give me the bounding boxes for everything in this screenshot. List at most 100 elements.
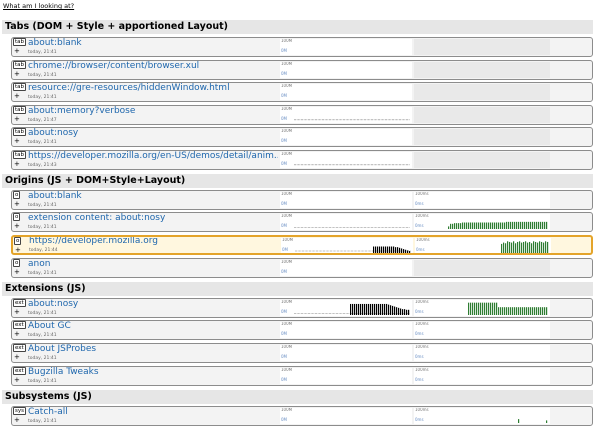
expand-icon[interactable]: + bbox=[14, 70, 20, 78]
process-name-link[interactable]: resource://gre-resources/hiddenWindow.ht… bbox=[28, 83, 230, 93]
expand-icon[interactable]: + bbox=[14, 330, 20, 338]
cpu-bar bbox=[516, 307, 518, 315]
mem-max-label: 100M bbox=[281, 260, 293, 264]
expand-icon[interactable]: + bbox=[14, 115, 20, 123]
mem-sparkline bbox=[280, 260, 412, 276]
mem-bar bbox=[380, 303, 382, 315]
process-name-link[interactable]: about:memory?verbose bbox=[28, 106, 136, 116]
process-name-link[interactable]: about:nosy bbox=[28, 128, 79, 138]
process-row[interactable]: sys + Catch-all today, 21:41 100M 0M 100ms 0ms bbox=[11, 406, 593, 426]
process-row[interactable]: o + about:blank today, 21:41 100M 0M 100ms 0ms bbox=[11, 190, 593, 210]
mem-bar bbox=[382, 303, 384, 315]
process-row[interactable]: tab + resource://gre-resources/hiddenWindo… bbox=[11, 82, 593, 102]
type-badge: sys bbox=[13, 407, 26, 415]
cpu-max-label: 100ms bbox=[416, 238, 430, 242]
process-name-link[interactable]: extension content: about:nosy bbox=[28, 213, 166, 223]
process-name-link[interactable]: https://developer.mozilla.org bbox=[29, 236, 159, 246]
process-row[interactable]: o + anon today, 21:41 100M 0M bbox=[11, 258, 593, 278]
expand-icon[interactable]: + bbox=[14, 268, 20, 276]
expand-icon[interactable]: + bbox=[15, 246, 21, 254]
mem-graph: 100M 0M bbox=[280, 62, 412, 78]
mem-bar bbox=[402, 309, 404, 315]
expand-icon[interactable]: + bbox=[14, 160, 20, 168]
type-badge: o bbox=[13, 191, 21, 199]
cpu-graph: 100ms 0ms bbox=[414, 322, 550, 338]
expand-icon[interactable]: + bbox=[14, 353, 20, 361]
process-name-link[interactable]: anon bbox=[28, 259, 51, 269]
cpu-bar bbox=[514, 307, 516, 315]
mem-bar bbox=[407, 250, 409, 253]
process-row[interactable]: tab + https://developer.mozilla.org/en-US/… bbox=[11, 150, 593, 170]
cpu-bar bbox=[486, 222, 488, 229]
cpu-bar bbox=[518, 419, 520, 423]
cpu-bar bbox=[522, 307, 524, 315]
timestamp: today, 21:47 bbox=[28, 118, 57, 123]
mem-min-label: 0M bbox=[281, 161, 287, 166]
cpu-bar bbox=[507, 241, 509, 253]
process-row[interactable]: tab + about:memory?verbose today, 21:47 100M… bbox=[11, 105, 593, 125]
mem-bar bbox=[364, 303, 366, 315]
process-row[interactable]: ext + Bugzilla Tweaks today, 21:41 100M 0M 100… bbox=[11, 366, 593, 386]
cpu-bar bbox=[506, 221, 508, 229]
mem-sparkline bbox=[280, 368, 412, 384]
process-name-link[interactable]: About GC bbox=[28, 321, 71, 331]
expand-icon[interactable]: + bbox=[14, 308, 20, 316]
process-name-link[interactable]: Catch-all bbox=[28, 407, 68, 417]
process-row[interactable]: o + extension content: about:nosy today, 21… bbox=[11, 212, 593, 232]
process-name-link[interactable]: about:nosy bbox=[28, 299, 79, 309]
expand-icon[interactable]: + bbox=[14, 222, 20, 230]
process-name-link[interactable]: about:blank bbox=[28, 191, 82, 201]
section-header-subsystems: Subsystems (JS) bbox=[2, 390, 593, 404]
mem-graph: 100M 0M bbox=[280, 368, 412, 384]
expand-icon[interactable]: + bbox=[14, 376, 20, 384]
process-row[interactable]: ext + about:nosy today, 21:41 100M 0M 100ms 0ms bbox=[11, 298, 593, 318]
process-name-link[interactable]: about:blank bbox=[28, 38, 82, 48]
cpu-bar bbox=[505, 243, 507, 253]
process-row[interactable]: ext + About GC today, 21:41 100M 0M 100ms 0ms bbox=[11, 320, 593, 340]
cpu-bar bbox=[503, 242, 505, 253]
cpu-bar bbox=[490, 302, 492, 315]
process-name-link[interactable]: chrome://browser/content/browser.xul bbox=[28, 61, 200, 71]
process-row[interactable]: tab + about:blank today, 21:41 100M 0M bbox=[11, 37, 593, 57]
cpu-bar bbox=[502, 222, 504, 229]
timestamp: today, 21:41 bbox=[28, 333, 57, 338]
cpu-bar bbox=[454, 223, 456, 229]
cpu-bar bbox=[468, 222, 470, 229]
expand-icon[interactable]: + bbox=[14, 92, 20, 100]
mem-bar bbox=[391, 246, 393, 253]
cpu-bar bbox=[474, 302, 476, 315]
mem-sparkline bbox=[280, 129, 412, 145]
process-row[interactable]: tab + chrome://browser/content/browser.xul… bbox=[11, 60, 593, 80]
mem-sparkline bbox=[280, 39, 412, 55]
type-badge: tab bbox=[13, 106, 27, 114]
mem-bar bbox=[376, 303, 378, 315]
cpu-graph: 100ms 0ms bbox=[415, 238, 551, 253]
mem-min-label: 0M bbox=[282, 247, 288, 252]
mem-bar bbox=[388, 304, 390, 315]
mem-graph: 100M 0M bbox=[280, 107, 412, 123]
process-name-link[interactable]: About JSProbes bbox=[28, 344, 97, 354]
mem-min-label: 0M bbox=[281, 48, 287, 53]
timestamp: today, 21:41 bbox=[28, 50, 57, 55]
mem-max-label: 100M bbox=[281, 84, 293, 88]
process-row[interactable]: ext + About JSProbes today, 21:41 100M 0M 100m… bbox=[11, 343, 593, 363]
cpu-bar bbox=[498, 307, 500, 315]
process-row[interactable]: tab + about:nosy today, 21:41 100M 0M bbox=[11, 127, 593, 147]
cpu-graph: 100ms 0ms bbox=[414, 192, 550, 208]
mem-min-label: 0M bbox=[281, 269, 287, 274]
cpu-bar bbox=[545, 241, 547, 253]
expand-icon[interactable]: + bbox=[14, 200, 20, 208]
expand-icon[interactable]: + bbox=[14, 47, 20, 55]
cpu-bar bbox=[512, 307, 514, 315]
mem-max-label: 100M bbox=[281, 129, 293, 133]
timestamp: today, 21:41 bbox=[28, 73, 57, 78]
process-name-link[interactable]: Bugzilla Tweaks bbox=[28, 367, 99, 377]
process-row[interactable]: o + https://developer.mozilla.org today, 21… bbox=[11, 235, 593, 255]
cpu-bar bbox=[535, 241, 537, 253]
mem-bar bbox=[387, 246, 389, 253]
process-name-link[interactable]: https://developer.mozilla.org/en-US/demo… bbox=[28, 151, 278, 161]
help-link[interactable]: What am I looking at? bbox=[3, 2, 75, 10]
expand-icon[interactable]: + bbox=[14, 416, 20, 424]
expand-icon[interactable]: + bbox=[14, 137, 20, 145]
cpu-bar bbox=[476, 222, 478, 229]
